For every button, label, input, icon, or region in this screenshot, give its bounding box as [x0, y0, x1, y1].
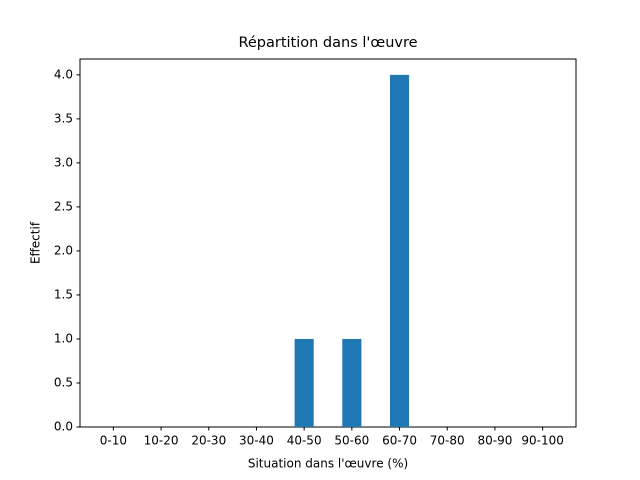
x-tick-label: 0-10: [100, 434, 127, 448]
chart-title: Répartition dans l'œuvre: [238, 35, 417, 51]
y-tick-label: 0.5: [54, 375, 73, 389]
x-tick-label: 50-60: [334, 434, 369, 448]
y-tick-label: 2.5: [54, 199, 73, 213]
y-tick-label: 2.0: [54, 243, 73, 257]
y-tick-label: 3.5: [54, 111, 73, 125]
y-tick-label: 1.0: [54, 331, 73, 345]
x-tick-label: 30-40: [239, 434, 274, 448]
x-tick-label: 70-80: [430, 434, 465, 448]
x-axis-label: Situation dans l'œuvre (%): [248, 457, 408, 471]
x-tick-label: 60-70: [382, 434, 417, 448]
y-tick-label: 4.0: [54, 67, 73, 81]
y-axis-label: Effectif: [29, 221, 43, 264]
x-tick-label: 40-50: [287, 434, 322, 448]
x-tick-label: 10-20: [144, 434, 179, 448]
y-tick-label: 3.0: [54, 155, 73, 169]
bar: [390, 74, 410, 427]
axes-frame: [79, 58, 577, 428]
y-tick-label: 0.0: [54, 420, 73, 434]
x-tick-label: 80-90: [477, 434, 512, 448]
x-tick-label: 20-30: [191, 434, 226, 448]
x-tick-label: 90-100: [521, 434, 564, 448]
y-tick-label: 1.5: [54, 287, 73, 301]
bar: [342, 338, 362, 427]
bar: [294, 338, 314, 427]
